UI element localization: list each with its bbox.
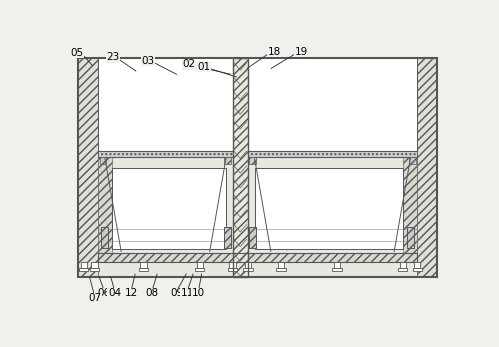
Text: 11: 11	[181, 288, 194, 298]
Bar	[90, 268, 99, 271]
Bar	[248, 58, 417, 151]
Bar	[230, 262, 236, 268]
Bar	[407, 227, 414, 248]
Bar	[228, 268, 237, 271]
Bar	[404, 157, 417, 253]
Bar	[414, 262, 421, 268]
Bar	[398, 268, 407, 271]
Text: 07: 07	[88, 293, 101, 303]
Bar	[249, 227, 256, 248]
Text: 02: 02	[183, 59, 196, 69]
Bar	[78, 58, 438, 277]
Bar	[233, 58, 248, 277]
Text: 04: 04	[108, 288, 121, 298]
Text: 01: 01	[197, 62, 210, 72]
Bar	[409, 157, 416, 164]
Bar	[98, 151, 233, 157]
Text: 09: 09	[170, 288, 184, 298]
Bar	[78, 58, 438, 277]
Bar	[197, 262, 203, 268]
Bar	[141, 262, 147, 268]
Bar	[91, 262, 98, 268]
Bar	[407, 227, 414, 248]
Text: 08: 08	[146, 288, 159, 298]
Text: 06: 06	[98, 288, 111, 298]
Bar	[249, 157, 256, 164]
Bar	[78, 58, 98, 277]
Bar	[245, 262, 251, 268]
Bar	[334, 262, 340, 268]
Bar	[244, 268, 252, 271]
Bar	[249, 227, 256, 248]
Bar	[98, 157, 112, 253]
Bar	[195, 268, 204, 271]
Bar	[248, 151, 417, 157]
Bar	[233, 58, 248, 277]
Text: 10: 10	[192, 288, 205, 298]
Bar	[278, 262, 284, 268]
Bar	[79, 268, 88, 271]
Bar	[98, 58, 233, 151]
Bar	[101, 227, 108, 248]
Text: 05: 05	[70, 48, 84, 58]
Bar	[112, 168, 226, 249]
Bar	[417, 58, 438, 277]
Text: 23: 23	[106, 52, 119, 62]
Bar	[98, 253, 417, 262]
Text: 18: 18	[267, 47, 281, 57]
Bar	[139, 268, 148, 271]
Bar	[276, 268, 285, 271]
Bar	[225, 157, 232, 164]
Bar	[225, 227, 232, 248]
Bar	[400, 262, 406, 268]
Bar	[254, 168, 404, 249]
Text: 19: 19	[295, 47, 308, 57]
Bar	[332, 268, 342, 271]
Bar	[101, 227, 108, 248]
Text: 12: 12	[125, 288, 138, 298]
Bar	[225, 227, 232, 248]
Bar	[99, 157, 106, 164]
Bar	[413, 268, 422, 271]
Bar	[98, 253, 417, 262]
Text: 03: 03	[142, 56, 155, 66]
Bar	[80, 262, 87, 268]
